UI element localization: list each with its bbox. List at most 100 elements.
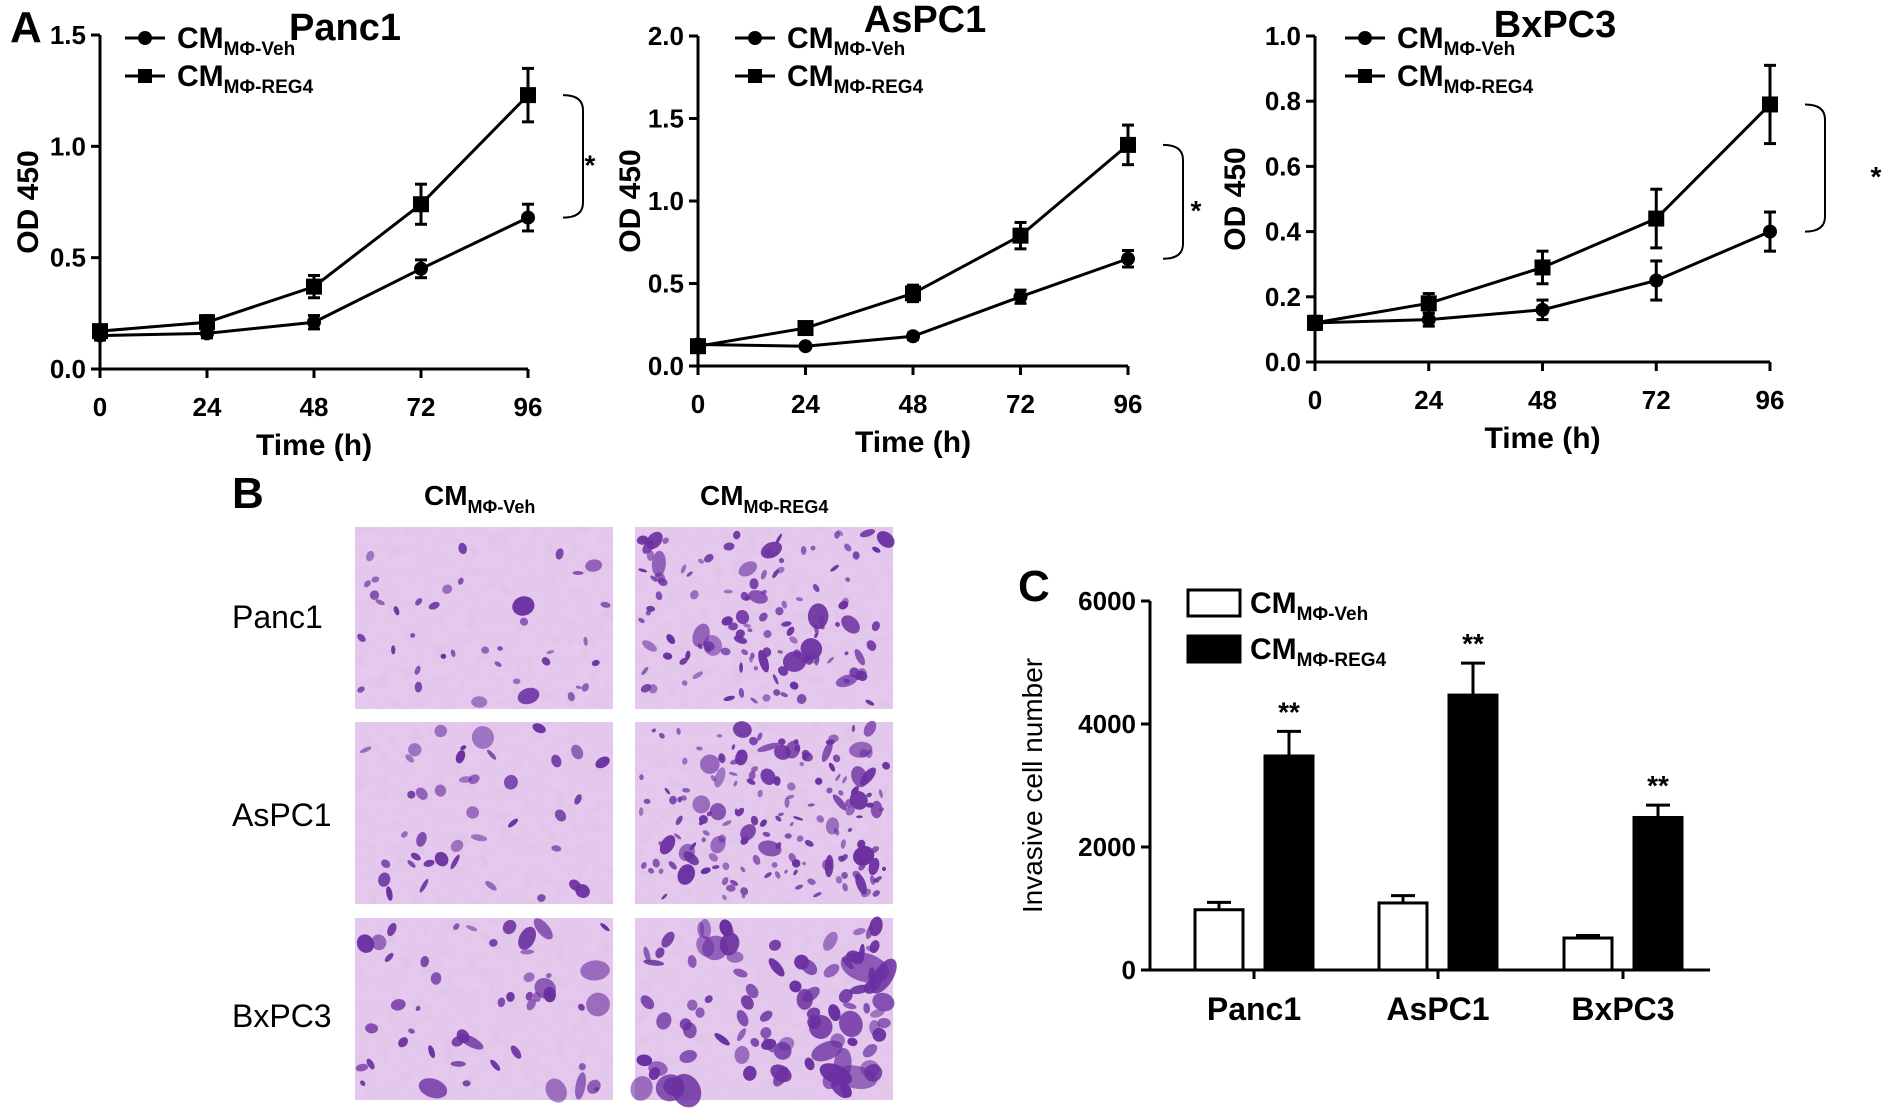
stained-cell bbox=[866, 802, 874, 808]
stained-cell bbox=[750, 815, 759, 826]
stained-cell bbox=[532, 723, 546, 734]
stained-cell bbox=[423, 859, 435, 867]
stained-cell bbox=[721, 616, 733, 626]
category-label: Panc1 bbox=[1207, 991, 1301, 1027]
stained-cell bbox=[686, 571, 693, 577]
bar-veh bbox=[1193, 908, 1245, 972]
significance-marker: ** bbox=[1647, 770, 1669, 801]
stained-cell bbox=[471, 726, 494, 749]
data-point-square bbox=[797, 320, 814, 337]
stained-cell bbox=[718, 754, 724, 761]
stained-cell bbox=[748, 736, 758, 746]
stained-cell bbox=[662, 652, 673, 660]
stained-cell bbox=[736, 807, 745, 817]
stained-cell bbox=[709, 802, 727, 821]
stained-cell bbox=[735, 609, 750, 625]
stained-cell bbox=[723, 542, 735, 551]
stained-cell bbox=[747, 628, 753, 633]
data-point-circle bbox=[1013, 289, 1028, 304]
stained-cell bbox=[704, 995, 713, 1004]
column-label-veh: CMMΦ-Veh bbox=[424, 480, 535, 517]
stained-cell bbox=[786, 794, 795, 800]
bar-veh bbox=[1562, 936, 1614, 972]
stained-cell bbox=[740, 824, 756, 841]
micrograph-panc1-veh bbox=[355, 527, 613, 709]
stained-cell bbox=[847, 827, 853, 832]
stained-cell bbox=[708, 853, 718, 862]
stained-cell bbox=[554, 809, 567, 822]
data-point-circle bbox=[1763, 224, 1777, 239]
y-tick-label: 0.4 bbox=[1265, 217, 1302, 247]
stained-cell bbox=[842, 883, 848, 892]
x-tick-label: 24 bbox=[1414, 385, 1443, 415]
stained-cell bbox=[804, 840, 814, 847]
stained-cell bbox=[517, 687, 540, 705]
stained-cell bbox=[414, 665, 421, 675]
stained-cell bbox=[703, 635, 723, 656]
column-label-reg4: CMMΦ-REG4 bbox=[700, 480, 828, 517]
x-tick-label: 24 bbox=[193, 392, 222, 422]
micrograph-aspc1-veh bbox=[355, 722, 613, 904]
stained-cell bbox=[414, 681, 423, 693]
stained-cell bbox=[462, 1080, 471, 1087]
series-reg4 bbox=[92, 66, 536, 340]
stained-cell bbox=[822, 859, 832, 871]
micrograph-bxpc3-reg4 bbox=[630, 916, 897, 1108]
stained-cell bbox=[490, 1059, 501, 1071]
stained-cell bbox=[719, 919, 733, 937]
legend-marker-circle bbox=[748, 31, 762, 45]
stained-cell bbox=[800, 959, 818, 976]
stained-cell bbox=[760, 569, 767, 580]
legend-swatch-reg4 bbox=[1186, 634, 1242, 664]
stained-cell bbox=[795, 884, 804, 890]
x-tick-label: 96 bbox=[1756, 385, 1785, 415]
stained-cell bbox=[762, 694, 771, 702]
stained-cell bbox=[418, 1078, 448, 1099]
stained-cell bbox=[489, 939, 498, 947]
stained-cell bbox=[757, 789, 763, 798]
stained-cell bbox=[407, 790, 416, 799]
stained-cell bbox=[541, 657, 551, 666]
stained-cell bbox=[877, 1018, 891, 1029]
stained-cell bbox=[470, 834, 488, 842]
legend-label: CMMΦ-Veh bbox=[1250, 587, 1368, 625]
x-tick-label: 72 bbox=[1006, 389, 1035, 419]
stained-cell bbox=[740, 836, 749, 845]
stained-cell bbox=[841, 615, 860, 634]
legend-label: CMMΦ-REG4 bbox=[1397, 60, 1534, 98]
stained-cell bbox=[638, 617, 645, 624]
significance-bracket bbox=[1162, 143, 1184, 260]
stained-cell bbox=[371, 576, 380, 583]
stained-cell bbox=[750, 652, 755, 659]
stained-cell bbox=[640, 683, 652, 693]
stained-cell bbox=[656, 1012, 672, 1030]
stained-cell bbox=[585, 559, 603, 572]
y-tick-label: 0.0 bbox=[648, 351, 684, 381]
legend-label: CMMΦ-REG4 bbox=[1250, 633, 1387, 671]
y-tick-label: 1.0 bbox=[50, 131, 86, 161]
stained-cell bbox=[763, 629, 772, 638]
legend-swatch-veh bbox=[1186, 588, 1242, 618]
significance-bracket bbox=[562, 94, 584, 219]
row-label-aspc1: AsPC1 bbox=[232, 797, 332, 833]
stained-cell bbox=[852, 551, 860, 560]
stained-cell bbox=[430, 972, 442, 985]
stained-cell bbox=[796, 988, 813, 1010]
stained-cell bbox=[845, 806, 855, 816]
stained-cell bbox=[842, 1002, 857, 1010]
significance-marker: * bbox=[1871, 161, 1882, 192]
y-tick-label: 0.6 bbox=[1265, 151, 1301, 181]
stained-cell bbox=[428, 601, 440, 610]
stained-cell bbox=[638, 568, 648, 573]
stained-cell bbox=[591, 659, 600, 667]
bar-veh bbox=[1377, 901, 1429, 972]
stained-cell bbox=[650, 575, 657, 582]
stained-cell bbox=[802, 861, 806, 866]
stained-cell bbox=[856, 815, 863, 819]
stained-cell bbox=[365, 550, 375, 562]
data-point-circle bbox=[1649, 273, 1664, 288]
stained-cell bbox=[789, 681, 799, 690]
stained-cell bbox=[674, 833, 682, 840]
line-chart-aspc1: 0.0 0.5 1.0 1.5 2.0 0 24 48 72 96 AsPC1 Time (h) OD … bbox=[614, 0, 1202, 459]
stained-cell bbox=[567, 692, 575, 702]
